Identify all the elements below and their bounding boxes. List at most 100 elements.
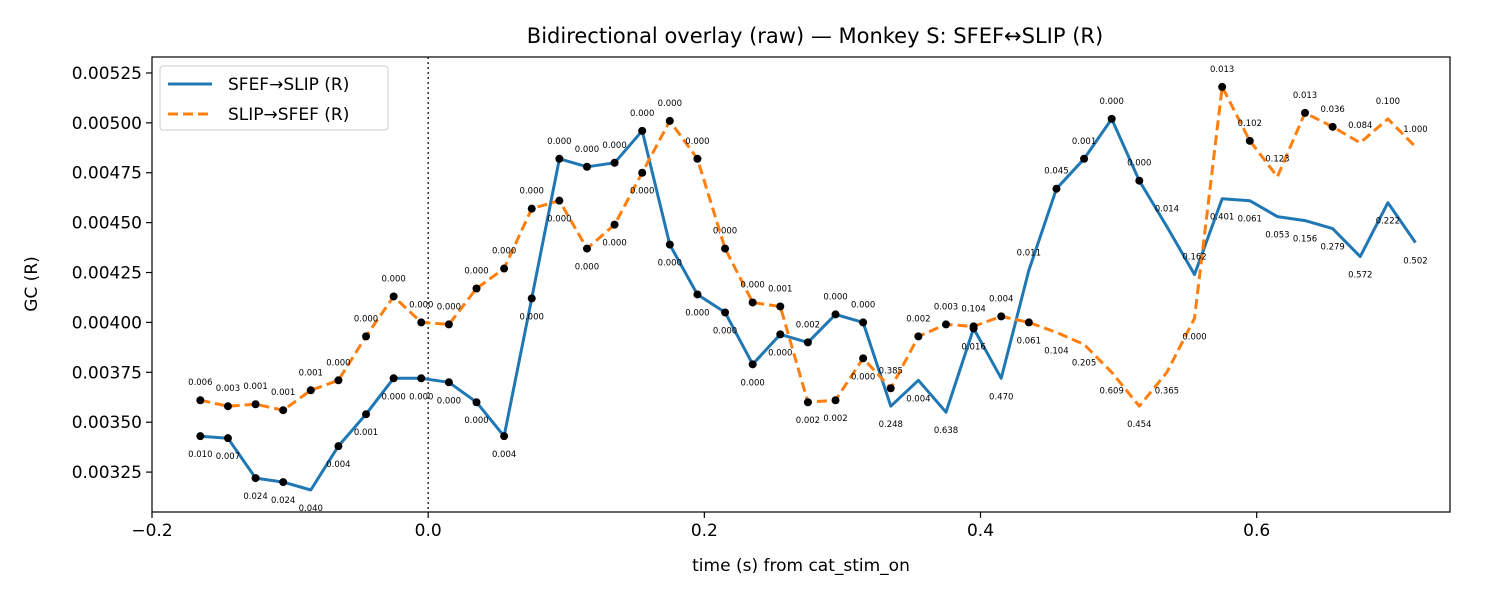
- p-value-label: 0.279: [1320, 243, 1344, 253]
- data-point-marker: [1218, 82, 1227, 91]
- p-value-label: 0.000: [1127, 159, 1151, 169]
- data-point-marker: [776, 330, 785, 339]
- p-value-label: 0.036: [1320, 105, 1344, 115]
- data-point-marker: [472, 284, 481, 293]
- x-tick-label: 0.2: [691, 521, 718, 541]
- p-value-label: 0.000: [547, 137, 571, 147]
- p-value-label: 0.084: [1348, 121, 1372, 131]
- data-point-marker: [389, 292, 398, 301]
- p-value-label: 0.123: [1265, 155, 1289, 165]
- data-point-marker: [803, 398, 812, 407]
- data-point-marker: [886, 384, 895, 393]
- p-value-label: 0.004: [326, 460, 350, 470]
- p-value-label: 0.002: [906, 314, 930, 324]
- p-value-label: 0.000: [685, 137, 709, 147]
- data-point-marker: [500, 432, 509, 441]
- data-point-marker: [776, 302, 785, 311]
- data-point-marker: [223, 434, 232, 443]
- p-value-label: 0.000: [740, 280, 764, 290]
- p-value-label: 0.000: [547, 215, 571, 225]
- data-point-marker: [665, 116, 674, 125]
- data-point-marker: [638, 126, 647, 135]
- y-tick-label: 0.00450: [72, 214, 142, 234]
- p-value-label: 0.016: [961, 342, 985, 352]
- p-value-label: 0.003: [934, 302, 958, 312]
- data-point-marker: [1245, 136, 1254, 145]
- p-value-label: 0.401: [1210, 213, 1234, 223]
- x-axis-label: time (s) from cat_stim_on: [692, 556, 910, 576]
- p-value-label: 0.000: [1100, 97, 1124, 107]
- data-point-marker: [831, 310, 840, 319]
- p-value-label: 0.002: [796, 320, 820, 330]
- data-point-marker: [362, 410, 371, 419]
- p-value-label: 0.156: [1293, 235, 1317, 245]
- data-point-marker: [196, 432, 205, 441]
- p-value-label: 0.000: [354, 314, 378, 324]
- p-value-label: 0.053: [1265, 231, 1289, 241]
- data-point-marker: [306, 386, 315, 395]
- data-point-marker: [500, 264, 509, 273]
- p-value-label: 0.104: [961, 304, 985, 314]
- p-value-label: 0.000: [437, 302, 461, 312]
- data-point-marker: [334, 376, 343, 385]
- p-value-label: 0.385: [879, 366, 903, 376]
- data-point-marker: [1052, 184, 1061, 193]
- y-tick-label: 0.00500: [72, 114, 142, 134]
- plot-frame: [151, 56, 1451, 513]
- p-value-label: 0.000: [381, 274, 405, 284]
- p-value-label: 0.006: [188, 378, 212, 388]
- data-point-marker: [748, 298, 757, 307]
- p-value-label: 0.000: [409, 392, 433, 402]
- y-tick-label: 0.00375: [72, 363, 142, 383]
- p-value-label: 0.572: [1348, 271, 1372, 281]
- p-value-label: 0.000: [740, 378, 764, 388]
- legend-label-sfef-to-slip: SFEF→SLIP (R): [228, 75, 349, 95]
- y-tick-label: 0.00425: [72, 264, 142, 284]
- y-tick-label: 0.00525: [72, 64, 142, 84]
- p-value-label: 0.000: [464, 266, 488, 276]
- p-value-label: 0.014: [1155, 205, 1179, 215]
- p-value-label: 0.000: [685, 308, 709, 318]
- data-point-marker: [362, 332, 371, 341]
- data-point-marker: [1328, 122, 1337, 131]
- data-point-marker: [334, 442, 343, 451]
- data-point-marker: [196, 396, 205, 405]
- p-value-label: 0.000: [492, 247, 516, 257]
- data-point-marker: [748, 360, 757, 369]
- p-value-label: 0.000: [768, 348, 792, 358]
- data-point-marker: [1301, 108, 1310, 117]
- data-point-marker: [721, 308, 730, 317]
- data-point-marker: [638, 168, 647, 177]
- p-value-label: 0.222: [1376, 217, 1400, 227]
- p-value-label: 0.001: [1072, 137, 1096, 147]
- p-value-label: 0.000: [409, 300, 433, 310]
- data-point-marker: [417, 374, 426, 383]
- data-point-marker: [251, 474, 260, 483]
- p-value-label: 0.061: [1238, 215, 1262, 225]
- data-point-marker: [665, 240, 674, 249]
- p-value-label: 0.011: [1017, 249, 1041, 259]
- x-tick-label: −0.2: [131, 521, 172, 541]
- y-tick-label: 0.00325: [72, 463, 142, 483]
- p-value-label: 0.061: [1017, 336, 1041, 346]
- data-point-marker: [223, 402, 232, 411]
- p-value-label: 1.000: [1403, 125, 1427, 135]
- data-point-marker: [279, 478, 288, 487]
- y-tick-label: 0.00475: [72, 164, 142, 184]
- p-value-label: 0.000: [713, 227, 737, 237]
- data-point-marker: [555, 154, 564, 163]
- data-point-marker: [803, 338, 812, 347]
- data-point-marker: [279, 406, 288, 415]
- data-point-marker: [914, 332, 923, 341]
- data-point-marker: [1024, 318, 1033, 327]
- p-value-label: 0.638: [934, 426, 958, 436]
- p-value-label: 0.000: [326, 358, 350, 368]
- data-point-marker: [1107, 114, 1116, 123]
- p-value-label: 0.007: [216, 452, 240, 462]
- x-tick-label: 0.6: [1243, 521, 1270, 541]
- legend: SFEF→SLIP (R) SLIP→SFEF (R): [159, 65, 389, 131]
- data-point-marker: [969, 322, 978, 331]
- p-value-label: 0.000: [602, 141, 626, 151]
- p-value-label: 0.000: [823, 292, 847, 302]
